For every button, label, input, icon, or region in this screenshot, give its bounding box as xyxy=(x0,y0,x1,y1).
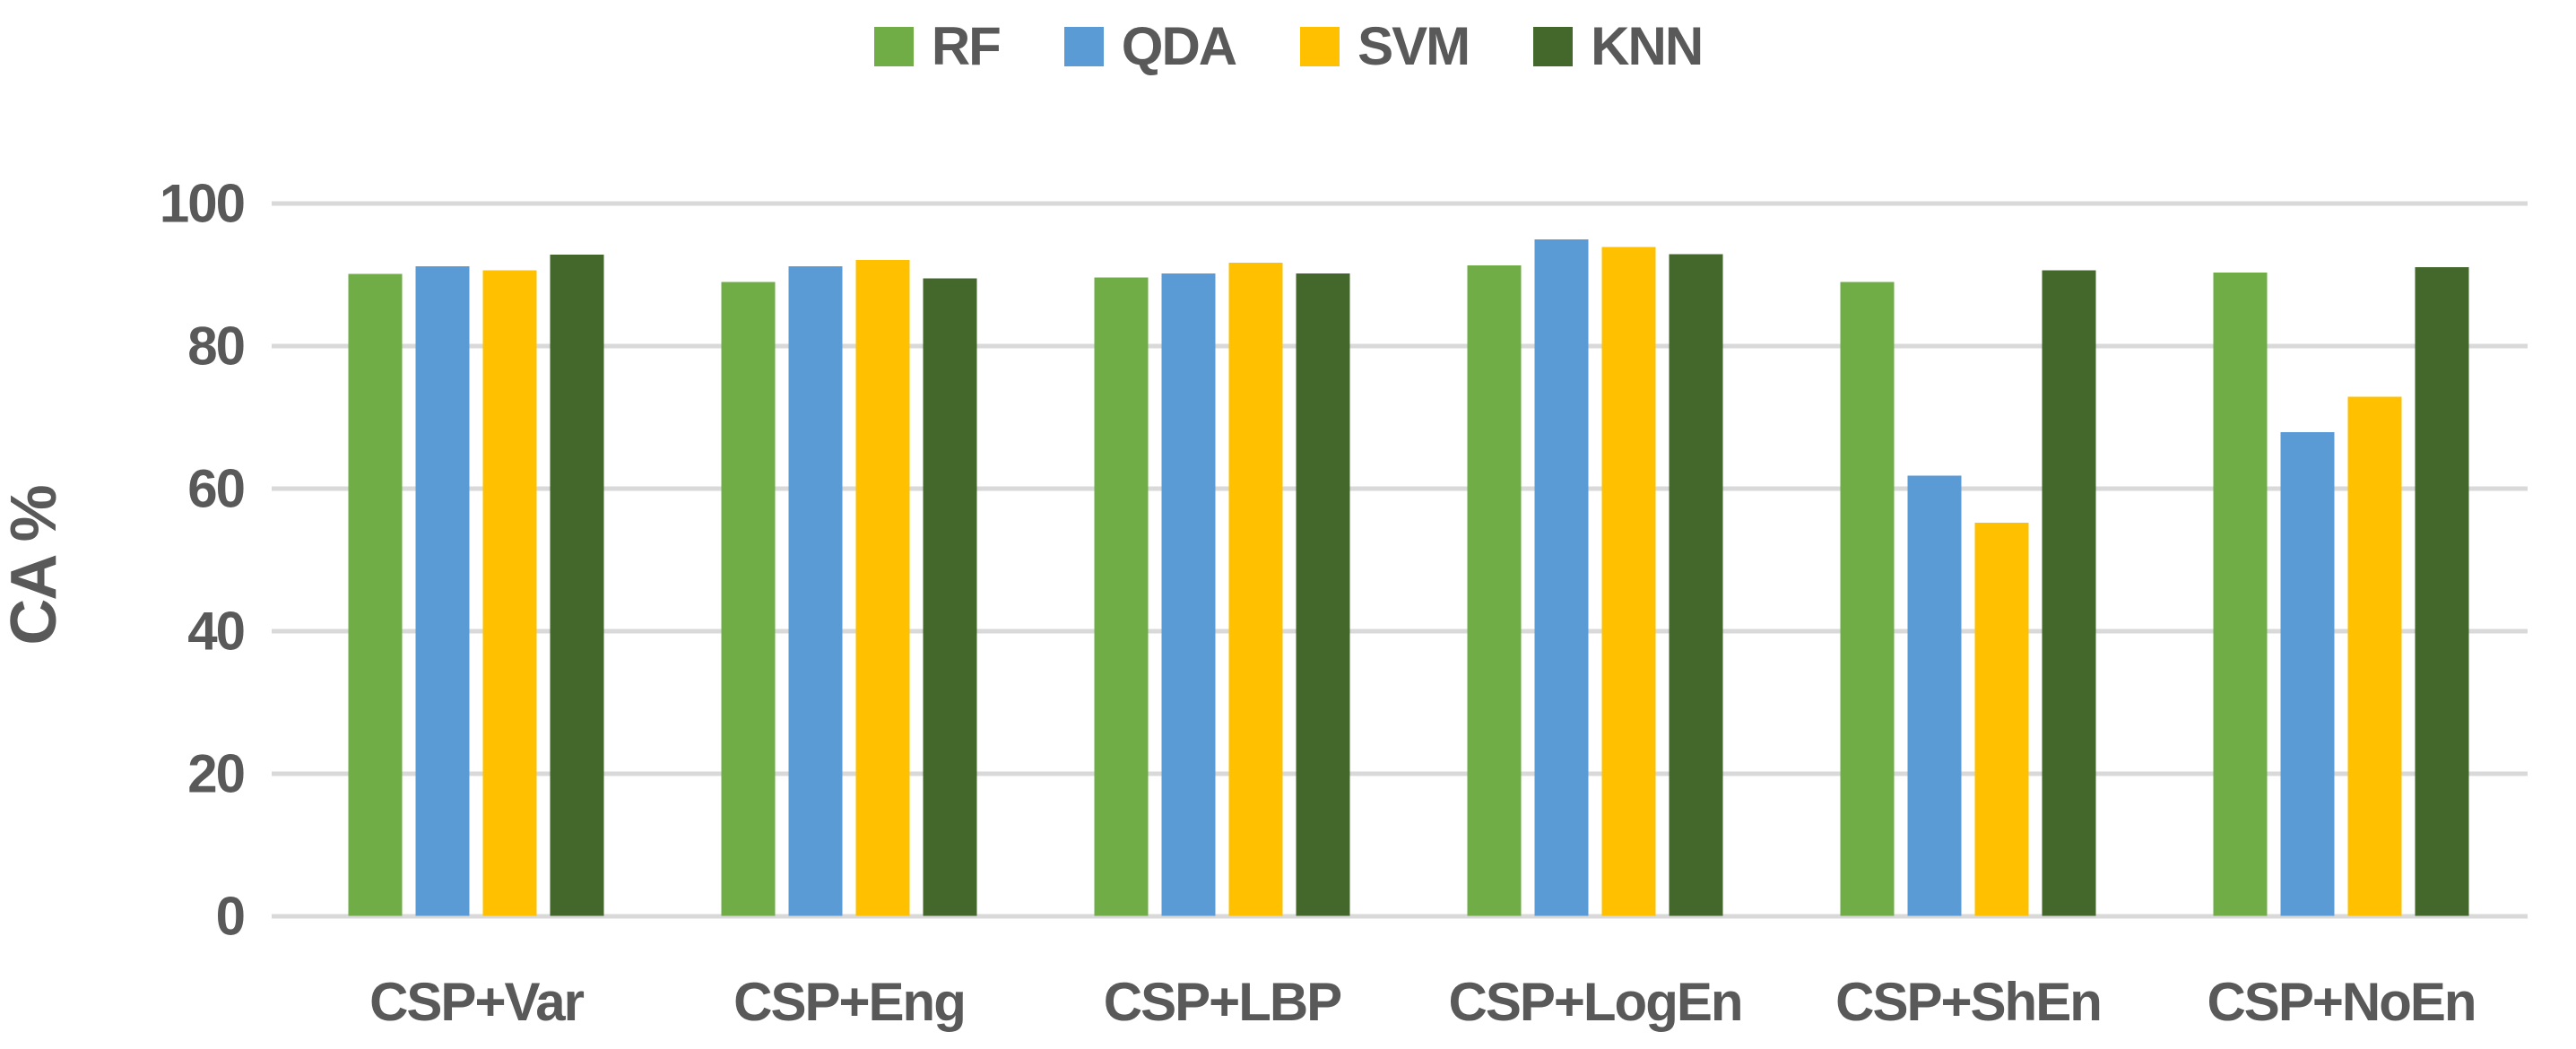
bar-rf-csp-noen xyxy=(2213,273,2268,916)
bar-knn-csp-shen xyxy=(2042,270,2096,916)
x-category-label-csp-lbp: CSP+LBP xyxy=(1104,972,1340,1032)
bar-qda-csp-lbp xyxy=(1161,273,1216,916)
bar-svm-csp-logen xyxy=(1601,247,1656,916)
x-category-label-csp-logen: CSP+LogEn xyxy=(1448,972,1741,1032)
x-category-label-csp-var: CSP+Var xyxy=(369,972,584,1032)
x-category-label-csp-eng: CSP+Eng xyxy=(733,972,965,1032)
y-tick-label-100: 100 xyxy=(160,174,244,234)
chart-legend: RF QDA SVM KNN xyxy=(0,20,2576,74)
y-axis-title: CA % xyxy=(0,486,70,646)
bar-qda-csp-eng xyxy=(788,265,843,916)
bar-knn-csp-logen xyxy=(1669,254,1723,916)
bar-svm-csp-eng xyxy=(855,259,910,916)
legend-label-rf: RF xyxy=(931,16,1002,76)
bar-svm-csp-shen xyxy=(1974,523,2029,916)
bar-knn-csp-eng xyxy=(923,278,977,916)
bar-knn-csp-var xyxy=(550,255,604,916)
bar-svm-csp-noen xyxy=(2347,396,2402,916)
bar-knn-csp-noen xyxy=(2415,266,2469,916)
y-tick-label-40: 40 xyxy=(187,602,244,662)
gridline-20 xyxy=(272,771,2528,776)
x-category-label-csp-noen: CSP+NoEn xyxy=(2207,972,2475,1032)
bar-knn-csp-lbp xyxy=(1296,273,1350,916)
bar-svm-csp-var xyxy=(482,270,537,916)
x-category-label-csp-shen: CSP+ShEn xyxy=(1835,972,2101,1032)
bar-rf-csp-eng xyxy=(721,282,776,916)
bar-rf-csp-var xyxy=(348,273,403,916)
legend-item-knn: KNN xyxy=(1533,16,1704,76)
legend-item-rf: RF xyxy=(873,16,1002,76)
gridline-0 xyxy=(272,914,2528,919)
y-tick-label-60: 60 xyxy=(187,459,244,519)
legend-label-qda: QDA xyxy=(1121,16,1237,76)
legend-swatch-rf-icon xyxy=(873,27,914,66)
legend-swatch-svm-icon xyxy=(1300,27,1340,66)
legend-item-qda: QDA xyxy=(1063,16,1237,76)
bar-rf-csp-shen xyxy=(1840,282,1895,916)
legend-item-svm: SVM xyxy=(1300,16,1470,76)
bar-svm-csp-lbp xyxy=(1228,262,1283,916)
bar-qda-csp-shen xyxy=(1907,475,1962,916)
legend-label-knn: KNN xyxy=(1591,16,1704,76)
legend-swatch-knn-icon xyxy=(1533,27,1574,66)
legend-swatch-qda-icon xyxy=(1063,27,1104,66)
y-tick-label-80: 80 xyxy=(187,316,244,377)
gridline-100 xyxy=(272,201,2528,206)
y-tick-label-0: 0 xyxy=(216,887,244,947)
y-tick-label-20: 20 xyxy=(187,744,244,804)
bar-qda-csp-logen xyxy=(1534,238,1589,916)
bar-rf-csp-lbp xyxy=(1094,277,1149,916)
legend-label-svm: SVM xyxy=(1357,16,1470,76)
bar-rf-csp-logen xyxy=(1467,265,1522,916)
gridline-80 xyxy=(272,343,2528,349)
gridline-60 xyxy=(272,486,2528,491)
bar-qda-csp-var xyxy=(415,265,470,916)
bar-qda-csp-noen xyxy=(2280,432,2335,916)
gridline-40 xyxy=(272,629,2528,634)
